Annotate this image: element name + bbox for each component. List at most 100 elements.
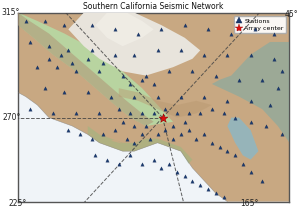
Polygon shape (212, 42, 290, 143)
Point (128, 82, 133, 86)
Point (252, 28, 257, 31)
Point (178, 49, 183, 52)
Polygon shape (227, 118, 258, 160)
Point (206, 28, 210, 31)
Point (213, 192, 218, 195)
Point (85, 57, 90, 60)
Point (128, 112, 133, 115)
Point (89, 137, 94, 140)
Point (109, 95, 113, 98)
Point (272, 57, 276, 60)
Point (116, 108, 121, 111)
Point (175, 171, 179, 174)
Point (264, 124, 268, 128)
Point (112, 28, 117, 31)
Point (241, 162, 245, 165)
Point (140, 78, 144, 81)
Point (62, 24, 67, 27)
Point (124, 137, 129, 140)
Point (132, 95, 137, 98)
Point (120, 120, 125, 123)
Point (268, 103, 272, 107)
Polygon shape (130, 141, 142, 144)
Point (66, 129, 71, 132)
Point (27, 108, 32, 111)
Point (58, 53, 63, 56)
Point (155, 133, 160, 136)
Point (27, 40, 32, 44)
Point (225, 53, 230, 56)
Point (209, 108, 214, 111)
Point (151, 112, 156, 115)
Point (143, 74, 148, 77)
Point (221, 112, 226, 115)
Polygon shape (119, 88, 212, 118)
Point (186, 129, 191, 132)
Polygon shape (95, 13, 154, 46)
Text: 165°: 165° (240, 199, 259, 208)
Point (167, 70, 172, 73)
Point (171, 124, 176, 128)
Point (155, 95, 160, 98)
Text: 270°: 270° (3, 113, 21, 122)
Point (198, 112, 203, 115)
Polygon shape (111, 139, 123, 144)
Text: 315°: 315° (1, 8, 19, 17)
Point (66, 49, 71, 52)
Point (272, 32, 276, 35)
Point (132, 141, 137, 144)
Point (97, 70, 102, 73)
Point (46, 57, 51, 60)
Text: 45°: 45° (285, 10, 298, 19)
Point (159, 28, 164, 31)
Point (140, 162, 144, 165)
Point (93, 154, 98, 157)
Point (260, 179, 265, 182)
Polygon shape (80, 132, 95, 137)
Point (202, 133, 206, 136)
Point (159, 166, 164, 170)
Point (175, 112, 179, 115)
Polygon shape (18, 13, 154, 126)
Point (198, 183, 203, 186)
Point (23, 19, 28, 23)
Point (248, 120, 253, 123)
Point (140, 133, 144, 136)
Point (147, 137, 152, 140)
Title: Southern California Seismic Network: Southern California Seismic Network (83, 2, 224, 11)
Point (163, 129, 168, 132)
Point (105, 158, 110, 161)
Point (182, 175, 187, 178)
Text: 225°: 225° (9, 199, 27, 208)
Point (143, 124, 148, 128)
Point (171, 137, 176, 140)
Point (279, 133, 284, 136)
Point (178, 133, 183, 136)
Point (182, 120, 187, 123)
Point (97, 112, 102, 115)
Point (50, 112, 55, 115)
Point (70, 61, 75, 65)
Point (74, 112, 79, 115)
Point (132, 53, 137, 56)
Point (248, 171, 253, 174)
Point (101, 61, 106, 65)
Polygon shape (57, 113, 76, 120)
Point (213, 74, 218, 77)
Point (43, 19, 47, 23)
Point (182, 24, 187, 27)
Point (132, 124, 137, 128)
Point (160, 116, 165, 119)
Polygon shape (68, 13, 200, 76)
Point (190, 70, 195, 73)
Point (151, 158, 156, 161)
Point (202, 53, 206, 56)
Point (279, 70, 284, 73)
Point (136, 32, 141, 35)
Point (35, 66, 40, 69)
Point (190, 179, 195, 182)
Point (248, 99, 253, 102)
Point (128, 154, 133, 157)
Point (178, 95, 183, 98)
Point (206, 187, 210, 191)
